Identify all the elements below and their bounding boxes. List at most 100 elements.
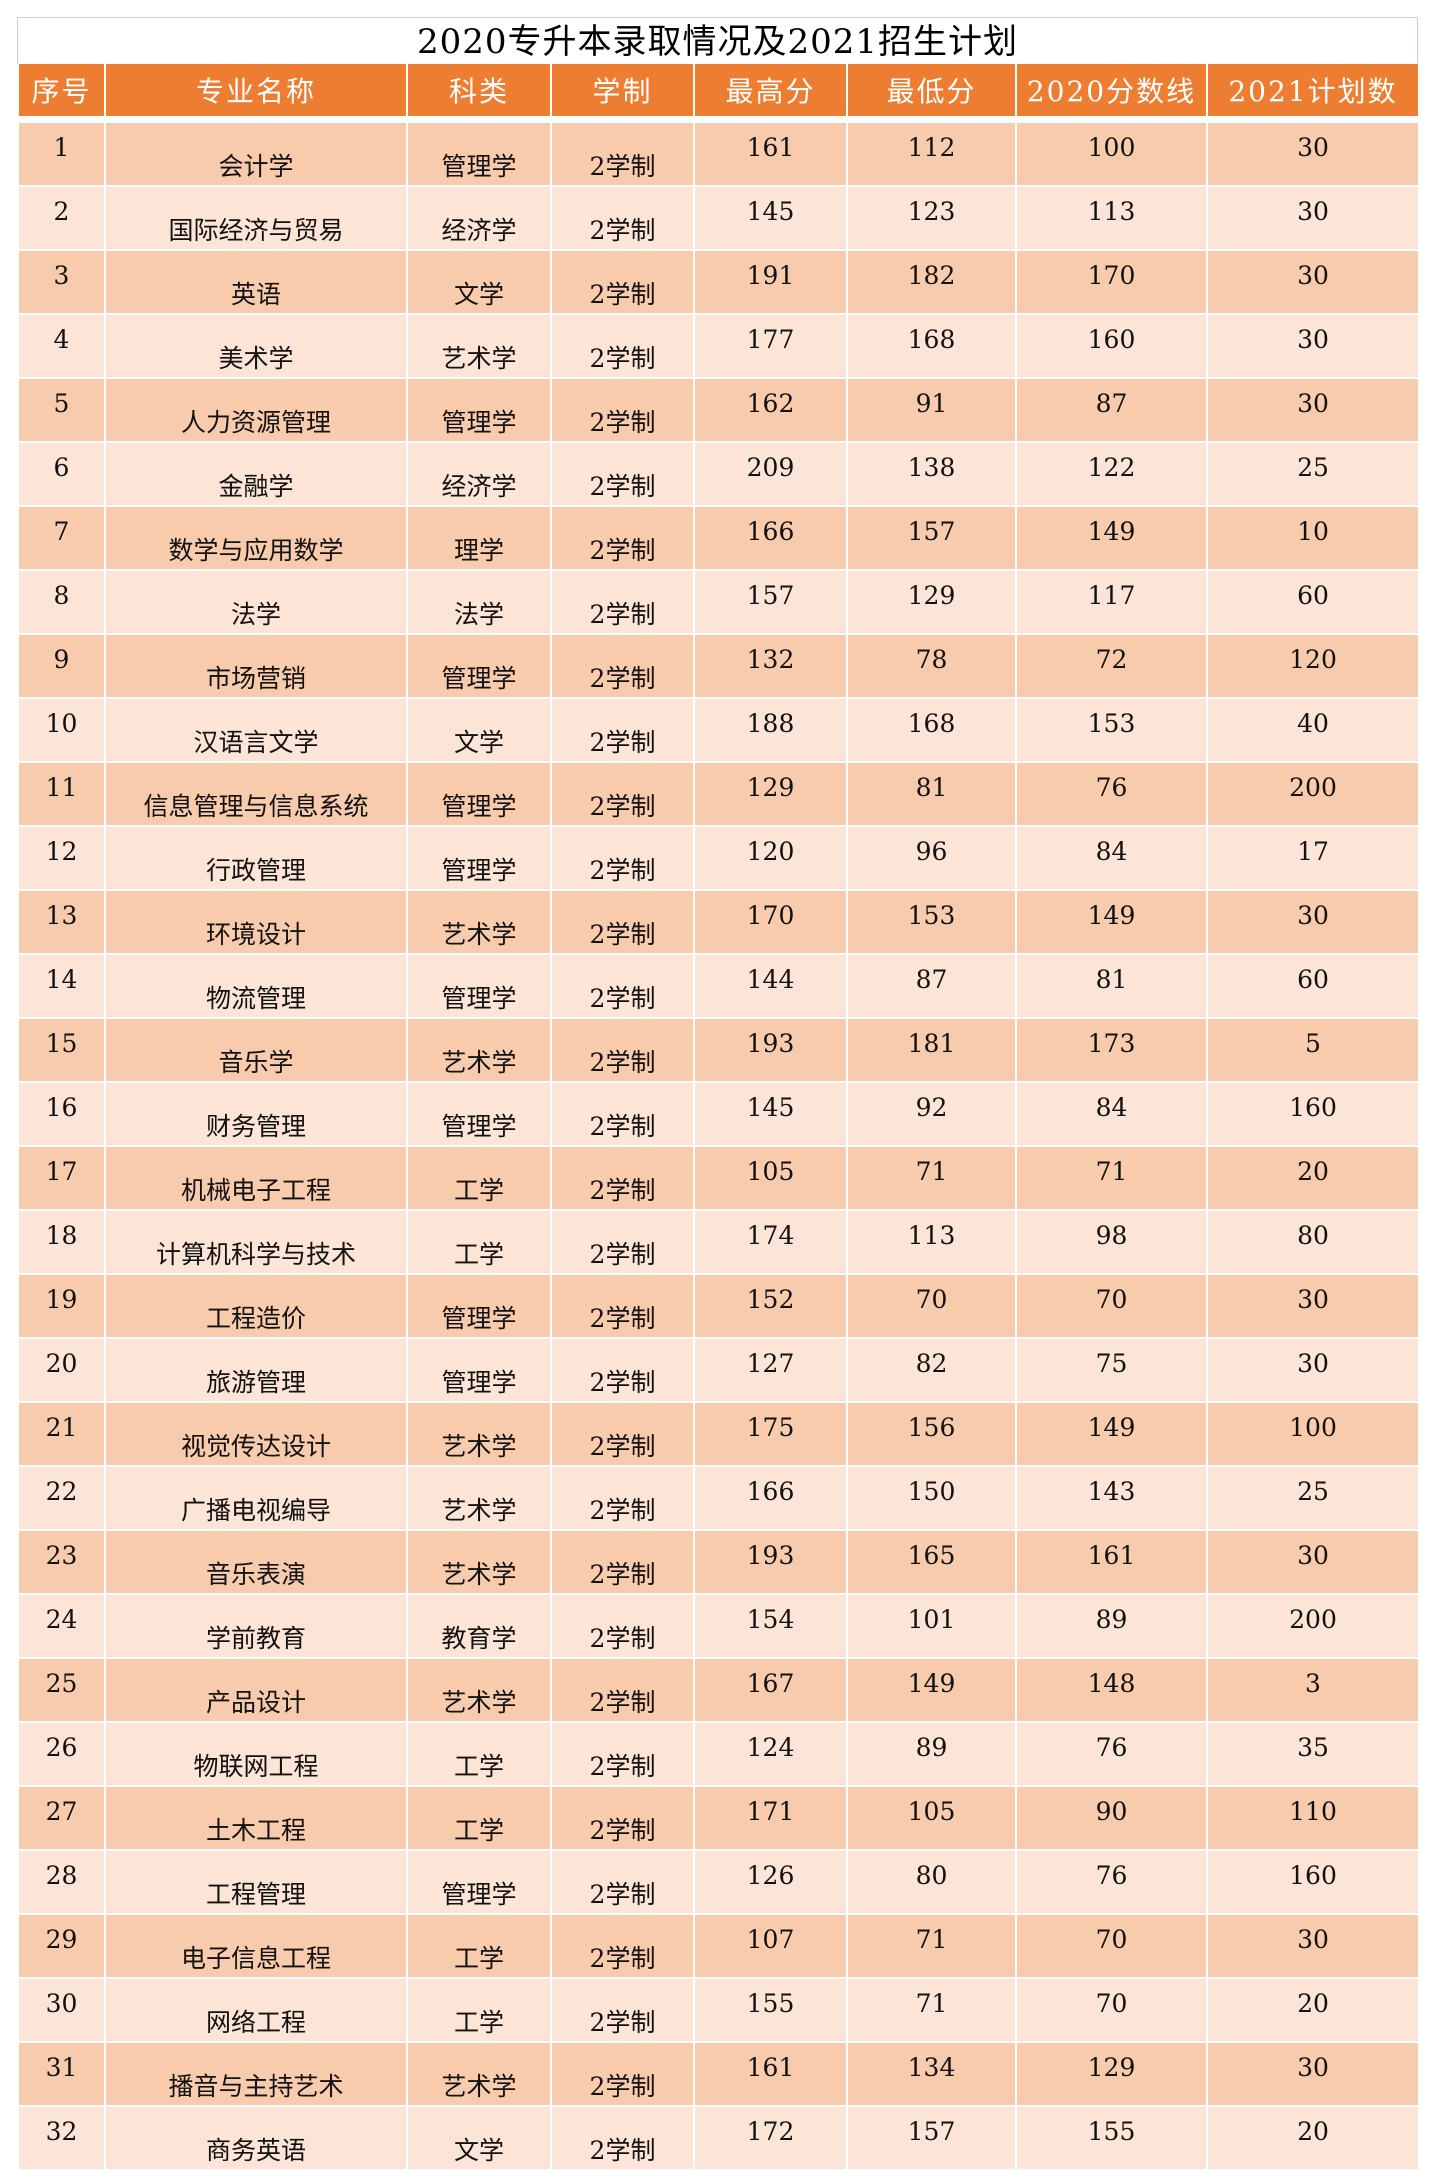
cell-min-score[interactable]: 149 <box>846 1657 1017 1723</box>
cell-major[interactable]: 学前教育 <box>104 1593 408 1659</box>
cell-index[interactable]: 23 <box>17 1529 106 1595</box>
cell-duration[interactable]: 2学制 <box>550 249 695 315</box>
cell-2020-cutoff[interactable]: 155 <box>1015 2105 1208 2171</box>
cell-2020-cutoff[interactable]: 129 <box>1015 2041 1208 2107</box>
cell-min-score[interactable]: 157 <box>846 505 1017 571</box>
cell-major[interactable]: 广播电视编导 <box>104 1465 408 1531</box>
cell-max-score[interactable]: 167 <box>693 1657 848 1723</box>
cell-min-score[interactable]: 150 <box>846 1465 1017 1531</box>
cell-category[interactable]: 艺术学 <box>406 1401 552 1467</box>
cell-2020-cutoff[interactable]: 71 <box>1015 1145 1208 1211</box>
cell-2021-plan[interactable]: 30 <box>1206 1913 1420 1979</box>
cell-min-score[interactable]: 153 <box>846 889 1017 955</box>
cell-major[interactable]: 音乐表演 <box>104 1529 408 1595</box>
cell-category[interactable]: 管理学 <box>406 377 552 443</box>
cell-major[interactable]: 音乐学 <box>104 1017 408 1083</box>
cell-category[interactable]: 管理学 <box>406 633 552 699</box>
cell-duration[interactable]: 2学制 <box>550 185 695 251</box>
cell-major[interactable]: 信息管理与信息系统 <box>104 761 408 827</box>
cell-2020-cutoff[interactable]: 122 <box>1015 441 1208 507</box>
cell-max-score[interactable]: 145 <box>693 185 848 251</box>
cell-2021-plan[interactable]: 30 <box>1206 313 1420 379</box>
cell-index[interactable]: 17 <box>17 1145 106 1211</box>
cell-duration[interactable]: 2学制 <box>550 953 695 1019</box>
cell-min-score[interactable]: 168 <box>846 313 1017 379</box>
cell-category[interactable]: 工学 <box>406 1145 552 1211</box>
cell-2020-cutoff[interactable]: 117 <box>1015 569 1208 635</box>
cell-min-score[interactable]: 165 <box>846 1529 1017 1595</box>
cell-max-score[interactable]: 171 <box>693 1785 848 1851</box>
cell-major[interactable]: 数学与应用数学 <box>104 505 408 571</box>
cell-major[interactable]: 土木工程 <box>104 1785 408 1851</box>
cell-2020-cutoff[interactable]: 161 <box>1015 1529 1208 1595</box>
cell-index[interactable]: 15 <box>17 1017 106 1083</box>
cell-2021-plan[interactable]: 5 <box>1206 1017 1420 1083</box>
cell-max-score[interactable]: 124 <box>693 1721 848 1787</box>
cell-index[interactable]: 30 <box>17 1977 106 2043</box>
cell-major[interactable]: 环境设计 <box>104 889 408 955</box>
cell-duration[interactable]: 2学制 <box>550 1785 695 1851</box>
cell-2021-plan[interactable]: 100 <box>1206 1401 1420 1467</box>
cell-index[interactable]: 16 <box>17 1081 106 1147</box>
cell-2021-plan[interactable]: 80 <box>1206 1209 1420 1275</box>
cell-2021-plan[interactable]: 200 <box>1206 1593 1420 1659</box>
cell-2020-cutoff[interactable]: 149 <box>1015 505 1208 571</box>
cell-major[interactable]: 市场营销 <box>104 633 408 699</box>
cell-category[interactable]: 工学 <box>406 1913 552 1979</box>
cell-2021-plan[interactable]: 200 <box>1206 761 1420 827</box>
cell-2020-cutoff[interactable]: 173 <box>1015 1017 1208 1083</box>
cell-major[interactable]: 人力资源管理 <box>104 377 408 443</box>
cell-duration[interactable]: 2学制 <box>550 1721 695 1787</box>
cell-2021-plan[interactable]: 20 <box>1206 1977 1420 2043</box>
cell-max-score[interactable]: 175 <box>693 1401 848 1467</box>
cell-duration[interactable]: 2学制 <box>550 377 695 443</box>
cell-min-score[interactable]: 168 <box>846 697 1017 763</box>
cell-min-score[interactable]: 113 <box>846 1209 1017 1275</box>
cell-2020-cutoff[interactable]: 70 <box>1015 1273 1208 1339</box>
cell-2020-cutoff[interactable]: 149 <box>1015 889 1208 955</box>
cell-min-score[interactable]: 101 <box>846 1593 1017 1659</box>
cell-2020-cutoff[interactable]: 76 <box>1015 761 1208 827</box>
cell-duration[interactable]: 2学制 <box>550 569 695 635</box>
cell-category[interactable]: 管理学 <box>406 121 552 187</box>
cell-major[interactable]: 财务管理 <box>104 1081 408 1147</box>
cell-max-score[interactable]: 155 <box>693 1977 848 2043</box>
cell-major[interactable]: 美术学 <box>104 313 408 379</box>
cell-max-score[interactable]: 157 <box>693 569 848 635</box>
cell-2020-cutoff[interactable]: 143 <box>1015 1465 1208 1531</box>
cell-max-score[interactable]: 145 <box>693 1081 848 1147</box>
cell-2020-cutoff[interactable]: 72 <box>1015 633 1208 699</box>
cell-2020-cutoff[interactable]: 89 <box>1015 1593 1208 1659</box>
cell-major[interactable]: 视觉传达设计 <box>104 1401 408 1467</box>
cell-min-score[interactable]: 112 <box>846 121 1017 187</box>
cell-major[interactable]: 网络工程 <box>104 1977 408 2043</box>
cell-2021-plan[interactable]: 30 <box>1206 185 1420 251</box>
cell-category[interactable]: 管理学 <box>406 761 552 827</box>
cell-max-score[interactable]: 161 <box>693 121 848 187</box>
cell-max-score[interactable]: 154 <box>693 1593 848 1659</box>
cell-category[interactable]: 文学 <box>406 2105 552 2171</box>
cell-max-score[interactable]: 188 <box>693 697 848 763</box>
cell-category[interactable]: 艺术学 <box>406 1657 552 1723</box>
cell-2021-plan[interactable]: 35 <box>1206 1721 1420 1787</box>
cell-2020-cutoff[interactable]: 149 <box>1015 1401 1208 1467</box>
cell-major[interactable]: 计算机科学与技术 <box>104 1209 408 1275</box>
cell-2021-plan[interactable]: 25 <box>1206 1465 1420 1531</box>
cell-duration[interactable]: 2学制 <box>550 1465 695 1531</box>
cell-duration[interactable]: 2学制 <box>550 1401 695 1467</box>
cell-index[interactable]: 3 <box>17 249 106 315</box>
cell-2021-plan[interactable]: 20 <box>1206 2105 1420 2171</box>
cell-2020-cutoff[interactable]: 81 <box>1015 953 1208 1019</box>
cell-major[interactable]: 机械电子工程 <box>104 1145 408 1211</box>
cell-max-score[interactable]: 129 <box>693 761 848 827</box>
cell-duration[interactable]: 2学制 <box>550 1273 695 1339</box>
cell-max-score[interactable]: 152 <box>693 1273 848 1339</box>
cell-major[interactable]: 行政管理 <box>104 825 408 891</box>
cell-min-score[interactable]: 134 <box>846 2041 1017 2107</box>
cell-max-score[interactable]: 126 <box>693 1849 848 1915</box>
cell-2021-plan[interactable]: 120 <box>1206 633 1420 699</box>
cell-2021-plan[interactable]: 30 <box>1206 889 1420 955</box>
cell-2020-cutoff[interactable]: 153 <box>1015 697 1208 763</box>
cell-2021-plan[interactable]: 160 <box>1206 1081 1420 1147</box>
cell-2020-cutoff[interactable]: 160 <box>1015 313 1208 379</box>
